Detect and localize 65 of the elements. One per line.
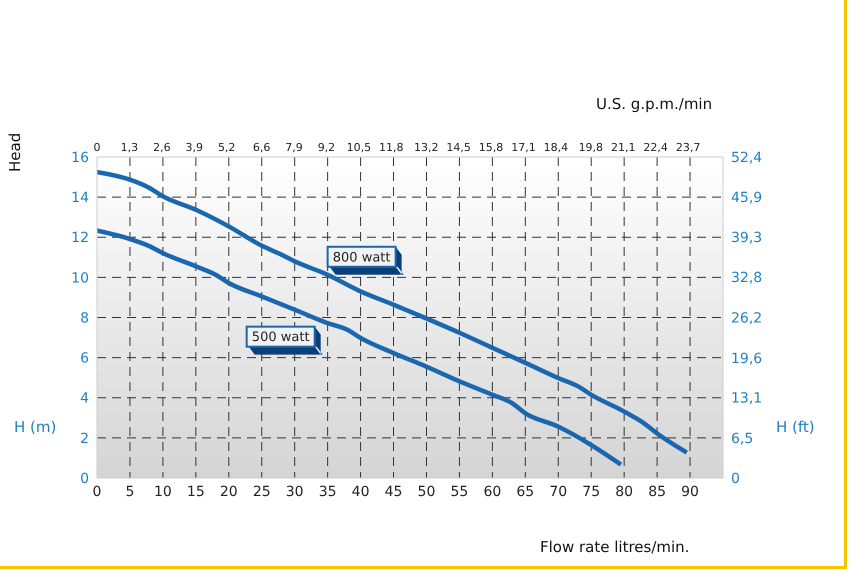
- y2-tick-label: 6,5: [731, 431, 754, 448]
- y2-tick-label: 0: [731, 470, 740, 487]
- x2-tick-label: 15,8: [478, 141, 504, 154]
- x2-tick-label: 5,2: [218, 141, 236, 154]
- x2-tick-label: 3,9: [186, 141, 204, 154]
- x-tick-label: 15: [186, 484, 205, 500]
- x-tick-label: 80: [615, 484, 634, 500]
- y-tick-label: 10: [71, 270, 89, 286]
- line-series: [97, 170, 690, 455]
- y-tick-label: 2: [80, 430, 89, 447]
- y-tick-label: 0: [80, 470, 89, 487]
- x-tick-label: 55: [450, 484, 468, 500]
- x-tick-label: 5: [125, 484, 134, 500]
- series-label: 800 watt: [332, 250, 391, 266]
- y2-tick-label: 13,1: [731, 390, 762, 407]
- x-tick-label: 90: [681, 484, 699, 500]
- x2-tick-label: 1,3: [120, 141, 138, 154]
- x2-tick-label: 19,8: [578, 141, 604, 154]
- x2-tick-label: 7,9: [285, 141, 303, 154]
- x2-tick-label: 23,7: [676, 141, 700, 154]
- x-tick-label: 40: [352, 484, 370, 500]
- y2-tick-label: 32,8: [731, 270, 762, 286]
- x2-tick-label: 11,8: [379, 141, 404, 154]
- y2-tick-label: 45,9: [731, 190, 762, 206]
- text: Head: [6, 132, 24, 172]
- y-tick-label: 8: [80, 310, 89, 326]
- x-tick-label: 65: [516, 484, 534, 500]
- y-tick-label: 12: [71, 230, 89, 246]
- y2-tick-label: 19,6: [731, 350, 762, 367]
- x-tick-label: 60: [483, 484, 502, 500]
- x2-tick-label: 6,6: [252, 141, 270, 154]
- y-tick-label: 4: [80, 390, 90, 407]
- y-tick-label: 14: [71, 190, 90, 206]
- x-tick-label: 0: [92, 484, 102, 500]
- x-tick-label: 75: [582, 484, 600, 500]
- y-tick-label: 6: [80, 350, 90, 367]
- x2-tick-label: 9,2: [318, 141, 336, 154]
- x-tick-label: 30: [286, 484, 304, 500]
- y2-tick-label: 26,2: [731, 310, 762, 326]
- y-tick-label: 16: [71, 150, 90, 166]
- x2-tick-label: 13,2: [414, 141, 438, 154]
- x2-tick-label: 14,5: [446, 141, 471, 154]
- x-tick-label: 85: [648, 484, 666, 500]
- y2-tick-label: 39,3: [731, 230, 762, 246]
- x2-axis-title: U.S. g.p.m./min: [596, 95, 712, 113]
- x2-tick-label: 18,4: [544, 141, 568, 154]
- x2-tick-label: 2,6: [153, 141, 171, 154]
- y2-axis-title: H (ft): [776, 418, 815, 436]
- line-series: [97, 228, 624, 467]
- series-label: 500 watt: [252, 330, 310, 346]
- x-tick-label: 70: [549, 484, 568, 500]
- x-tick-label: 50: [418, 484, 436, 500]
- y2-tick-label: 52,4: [731, 150, 762, 166]
- x-tick-label: 35: [318, 484, 337, 500]
- x-tick-label: 10: [154, 484, 172, 500]
- x2-tick-label: 17,1: [511, 141, 536, 154]
- x-tick-label: 25: [252, 484, 271, 500]
- x2-tick-label: 10,5: [346, 141, 372, 154]
- x2-tick-label: 0: [94, 141, 100, 154]
- x-axis-title: Flow rate litres/min.: [540, 538, 690, 556]
- x2-tick-label: 22,4: [643, 141, 668, 154]
- x2-tick-label: 21,1: [610, 141, 636, 154]
- y-axis-title: H (m): [14, 418, 56, 436]
- x-tick-label: 20: [220, 484, 238, 500]
- x-tick-label: 45: [384, 484, 402, 500]
